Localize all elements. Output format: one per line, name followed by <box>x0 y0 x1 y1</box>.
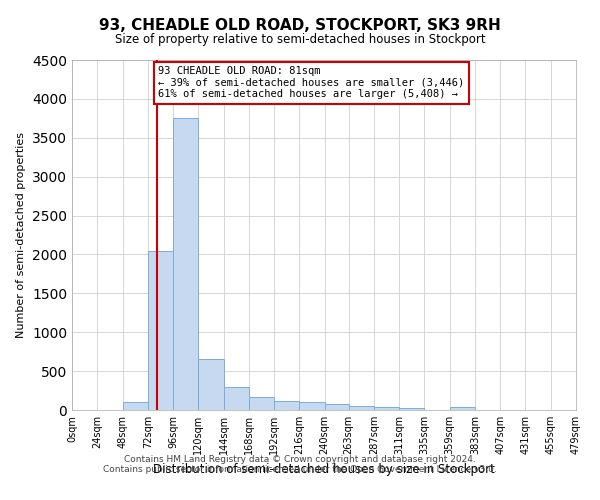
Text: Contains HM Land Registry data © Crown copyright and database right 2024.: Contains HM Land Registry data © Crown c… <box>124 456 476 464</box>
Bar <box>198 360 224 410</box>
Y-axis label: Number of semi-detached properties: Number of semi-detached properties <box>16 132 26 338</box>
Bar <box>374 407 399 410</box>
Bar <box>450 407 475 410</box>
Text: 93 CHEADLE OLD ROAD: 81sqm
← 39% of semi-detached houses are smaller (3,446)
61%: 93 CHEADLE OLD ROAD: 81sqm ← 39% of semi… <box>158 66 464 100</box>
Bar <box>173 118 198 410</box>
Text: Contains public sector information licensed under the Open Government Licence v3: Contains public sector information licen… <box>103 466 497 474</box>
Bar <box>224 386 249 410</box>
X-axis label: Distribution of semi-detached houses by size in Stockport: Distribution of semi-detached houses by … <box>153 462 495 475</box>
Bar <box>349 406 374 410</box>
Bar <box>148 250 173 410</box>
Bar <box>299 402 325 410</box>
Bar <box>274 400 299 410</box>
Bar <box>399 408 424 410</box>
Text: 93, CHEADLE OLD ROAD, STOCKPORT, SK3 9RH: 93, CHEADLE OLD ROAD, STOCKPORT, SK3 9RH <box>99 18 501 32</box>
Bar <box>325 404 349 410</box>
Text: Size of property relative to semi-detached houses in Stockport: Size of property relative to semi-detach… <box>115 32 485 46</box>
Bar <box>249 397 274 410</box>
Bar <box>122 402 148 410</box>
